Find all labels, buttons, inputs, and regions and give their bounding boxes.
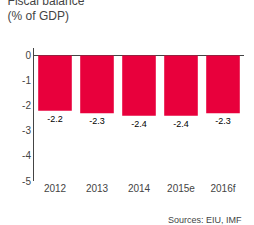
svg-text:Fiscal balance(% of GDP): Fiscal balance(% of GDP)	[8, 0, 85, 23]
svg-text:-3: -3	[22, 125, 31, 136]
svg-text:-4: -4	[22, 150, 31, 161]
svg-text:-1: -1	[22, 75, 31, 86]
svg-text:Sources: EIU, IMF: Sources: EIU, IMF	[168, 215, 242, 225]
svg-text:0: 0	[25, 50, 31, 61]
svg-text:2014: 2014	[128, 183, 151, 194]
svg-text:2016f: 2016f	[210, 183, 235, 194]
svg-text:-5: -5	[22, 176, 31, 187]
svg-text:2012: 2012	[44, 183, 67, 194]
svg-text:-2.4: -2.4	[131, 119, 147, 129]
svg-text:-2.3: -2.3	[89, 116, 105, 126]
svg-text:-2: -2	[22, 100, 31, 111]
svg-text:-2.2: -2.2	[47, 114, 63, 124]
svg-text:2015e: 2015e	[167, 183, 195, 194]
svg-text:-2.3: -2.3	[215, 116, 231, 126]
svg-text:2013: 2013	[86, 183, 109, 194]
svg-text:-2.4: -2.4	[173, 119, 189, 129]
